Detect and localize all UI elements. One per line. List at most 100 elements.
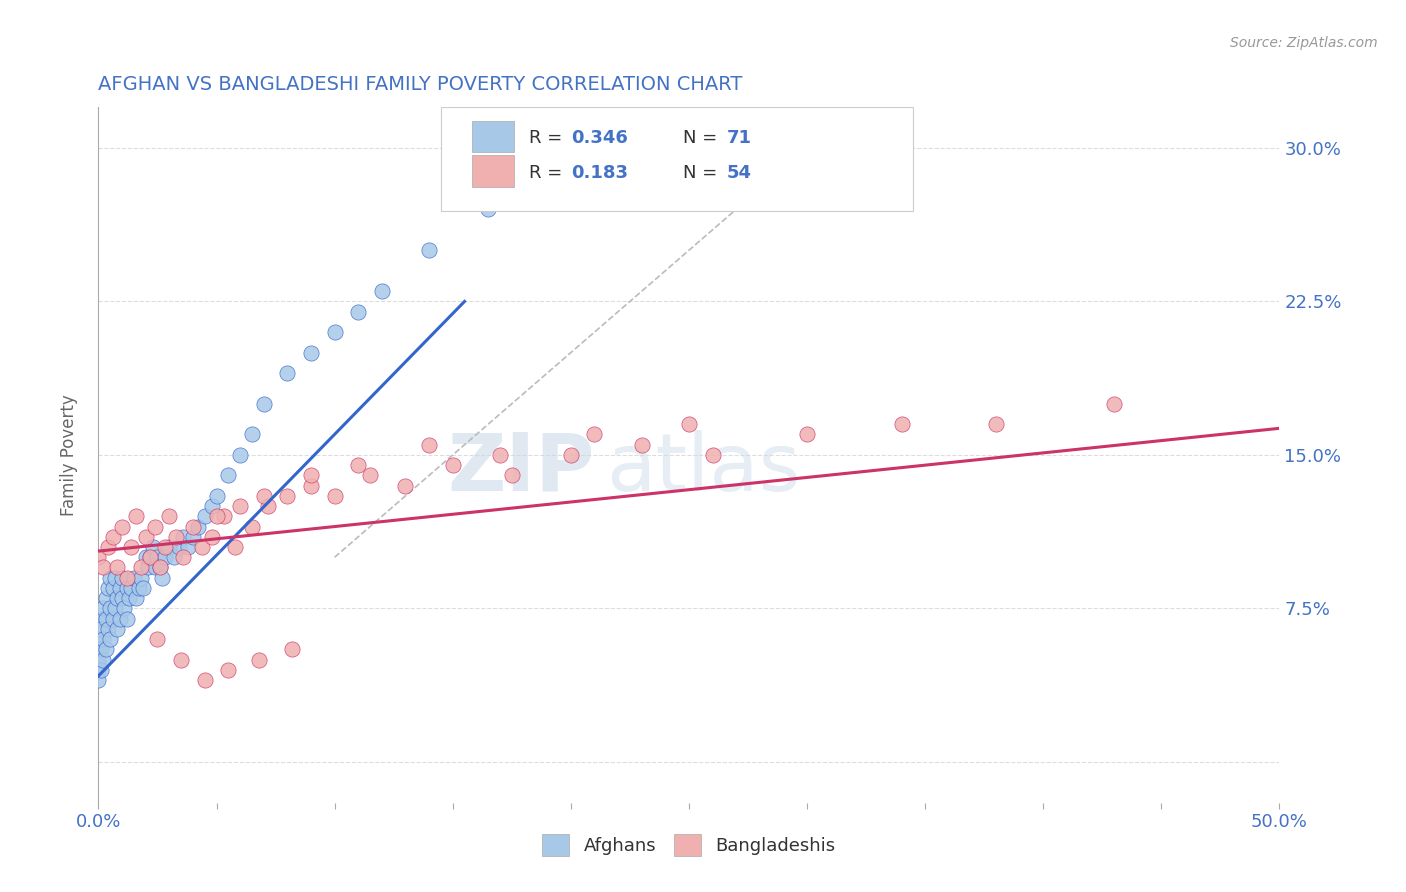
Point	[87, 632, 110, 646]
Point	[217, 468, 239, 483]
Point	[115, 571, 138, 585]
Point	[121, 540, 143, 554]
Point	[87, 652, 110, 666]
Point	[108, 612, 131, 626]
Point	[98, 571, 121, 585]
Point	[702, 448, 724, 462]
Point	[281, 642, 304, 657]
Point	[247, 652, 270, 666]
Point	[163, 550, 186, 565]
Point	[984, 417, 1007, 432]
Point	[240, 519, 263, 533]
Point	[172, 530, 194, 544]
Point	[125, 509, 148, 524]
Point	[299, 468, 322, 483]
Point	[359, 468, 381, 483]
Point	[257, 499, 280, 513]
Point	[187, 519, 209, 533]
Point	[347, 304, 370, 318]
Point	[224, 540, 246, 554]
Y-axis label: Family Poverty: Family Poverty	[59, 394, 77, 516]
Text: R =: R =	[530, 164, 568, 182]
Point	[149, 560, 172, 574]
Point	[347, 458, 370, 472]
Point	[111, 571, 134, 585]
Point	[150, 571, 173, 585]
Point	[240, 427, 263, 442]
Point	[139, 550, 162, 565]
Point	[111, 519, 134, 533]
Point	[167, 540, 190, 554]
Point	[87, 550, 110, 565]
Point	[105, 591, 128, 606]
Point	[153, 550, 176, 565]
Point	[153, 540, 176, 554]
Point	[90, 622, 112, 636]
Point	[97, 540, 120, 554]
Point	[139, 550, 162, 565]
Text: R =: R =	[530, 129, 568, 147]
Point	[87, 642, 110, 657]
Point	[90, 663, 112, 677]
Point	[101, 612, 124, 626]
Point	[201, 499, 224, 513]
Point	[104, 571, 127, 585]
Point	[157, 509, 180, 524]
Point	[371, 284, 394, 298]
Point	[97, 581, 120, 595]
Point	[276, 489, 298, 503]
Text: N =: N =	[683, 129, 723, 147]
Point	[177, 540, 200, 554]
Point	[149, 560, 172, 574]
Point	[91, 652, 114, 666]
Point	[91, 560, 114, 574]
Point	[111, 591, 134, 606]
Point	[678, 417, 700, 432]
Point	[146, 550, 169, 565]
Point	[630, 438, 652, 452]
Point	[229, 499, 252, 513]
Point	[128, 581, 150, 595]
Point	[890, 417, 912, 432]
Point	[91, 632, 114, 646]
Point	[181, 519, 204, 533]
Point	[94, 591, 117, 606]
Point	[418, 244, 440, 258]
Point	[98, 601, 121, 615]
Point	[136, 560, 159, 574]
Text: ZIP: ZIP	[447, 430, 595, 508]
Point	[91, 601, 114, 615]
Point	[98, 632, 121, 646]
Text: 0.346: 0.346	[571, 129, 627, 147]
Point	[97, 622, 120, 636]
Point	[323, 489, 346, 503]
Point	[323, 325, 346, 339]
Point	[165, 530, 187, 544]
Point	[87, 663, 110, 677]
Point	[217, 663, 239, 677]
Point	[170, 652, 193, 666]
Point	[560, 448, 582, 462]
Point	[418, 438, 440, 452]
Text: Source: ZipAtlas.com: Source: ZipAtlas.com	[1230, 36, 1378, 50]
Text: N =: N =	[683, 164, 723, 182]
Point	[157, 540, 180, 554]
Point	[129, 571, 152, 585]
Point	[87, 673, 110, 687]
Point	[143, 560, 166, 574]
Point	[299, 345, 322, 359]
Point	[108, 581, 131, 595]
Point	[104, 601, 127, 615]
Point	[94, 612, 117, 626]
Point	[125, 591, 148, 606]
Point	[101, 581, 124, 595]
Point	[191, 540, 214, 554]
Point	[105, 622, 128, 636]
Text: AFGHAN VS BANGLADESHI FAMILY POVERTY CORRELATION CHART: AFGHAN VS BANGLADESHI FAMILY POVERTY COR…	[98, 75, 742, 95]
Point	[253, 489, 276, 503]
Point	[112, 601, 135, 615]
Text: 71: 71	[727, 129, 752, 147]
Point	[201, 530, 224, 544]
Point	[90, 612, 112, 626]
Point	[276, 366, 298, 380]
